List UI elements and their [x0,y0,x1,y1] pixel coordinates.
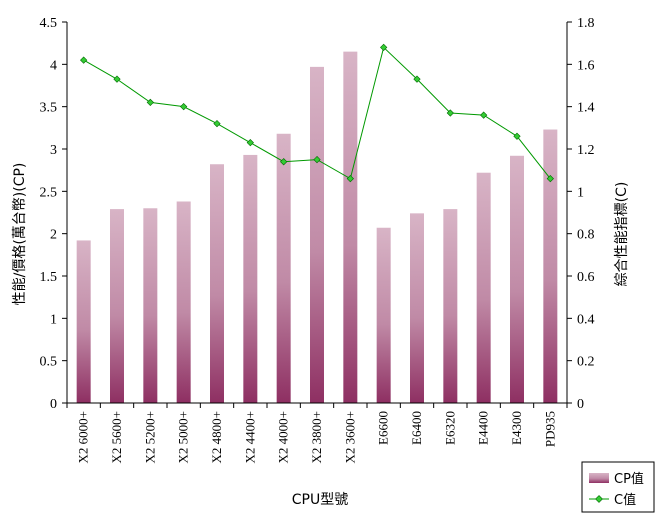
bar-e4300 [510,155,524,403]
y-tick-label: 0 [50,397,57,412]
c-value-marker [413,75,421,83]
x-tick-label: E6320 [442,411,457,445]
x-tick-label: X2 5200+ [142,411,157,463]
bar-pd935 [543,129,558,403]
y2-tick-label: 1.2 [577,143,595,158]
bar-x2-3600- [343,51,358,403]
axes-layer [62,21,572,408]
x-tick-label: PD935 [542,411,557,447]
y-tick-label: 1.5 [40,270,58,285]
legend-label-cp: CP值 [614,471,644,487]
y-tick-label: 4.5 [40,16,58,31]
y-tick-label: 3.5 [40,101,58,116]
bar-x2-4000- [276,133,291,403]
c-value-marker [246,139,254,147]
y2-tick-label: 1.6 [577,58,595,73]
y2-tick-label: 1.4 [577,101,595,116]
y-tick-label: 0.5 [40,355,58,370]
y2-tick-label: 0.8 [577,228,595,243]
y2-tick-label: 0.6 [577,270,595,285]
x-tick-label: X2 5600+ [109,411,124,463]
legend: CP值 C值 [581,461,655,513]
y2-tick-label: 1.8 [577,16,595,31]
y-tick-label: 2 [50,228,57,243]
c-value-marker [446,109,454,117]
bar-e6320 [443,209,458,403]
x-axis-title: CPU型號 [292,492,348,508]
x-tick-label: X2 5000+ [176,411,191,463]
c-value-marker [313,155,321,164]
c-value-marker [80,56,88,64]
legend-label-c: C值 [614,492,636,508]
bar-x2-5200- [143,208,158,403]
legend-swatch-c-marker [595,495,603,503]
c-value-marker [146,98,154,107]
bar-x2-3800- [310,66,324,404]
y-tick-label: 2.5 [40,185,58,200]
bars-layer [76,51,558,404]
bar-x2-5600- [110,209,124,403]
c-value-marker [346,175,354,183]
bar-e4400 [476,172,491,403]
labels-layer: 0 0.5 1 1.5 2 2.5 3 3.5 4 4.5 0 0.2 0.4 0.6 0.8 1 1.2 1.4… [40,16,595,463]
legend-swatch-cp [589,473,609,483]
bar-x2-5000- [176,201,191,403]
y2-tick-label: 0 [577,397,584,412]
y-tick-label: 1 [50,312,57,327]
x-tick-label: X2 6000+ [76,411,91,463]
bar-x2-6000- [76,240,91,403]
y2-tick-label: 1 [577,185,584,200]
x-tick-label: E6400 [409,411,424,445]
y-axis-title: 性能/價格(萬台幣)(CP) [11,163,28,306]
x-tick-label: X2 4000+ [276,411,291,463]
x-tick-label: E4300 [509,411,524,445]
c-value-marker [180,103,188,111]
c-value-marker [113,75,121,83]
y2-axis-title: 綜合性能指標(C) [614,182,630,287]
c-value-marker [380,43,388,52]
bar-e6400 [410,213,424,403]
x-tick-label: E4400 [476,411,491,445]
c-value-marker [280,158,288,166]
y2-tick-label: 0.2 [577,355,595,370]
bar-e6600 [376,227,391,403]
line-layer [80,43,554,183]
legend-box [581,461,655,513]
c-value-marker [546,175,554,183]
x-tick-label: X2 3600+ [342,411,357,463]
bar-x2-4800- [210,164,224,403]
x-tick-label: X2 3800+ [309,411,324,463]
y2-tick-label: 0.4 [577,312,595,327]
c-value-marker [213,119,221,128]
y-tick-label: 3 [50,143,57,158]
bar-x2-4400- [243,154,258,403]
x-tick-label: X2 4800+ [209,411,224,463]
x-tick-label: X2 4400+ [242,411,257,463]
x-tick-label: E6600 [376,411,391,445]
y-tick-label: 4 [50,58,57,73]
c-value-marker [480,111,488,119]
c-value-marker [513,132,521,140]
